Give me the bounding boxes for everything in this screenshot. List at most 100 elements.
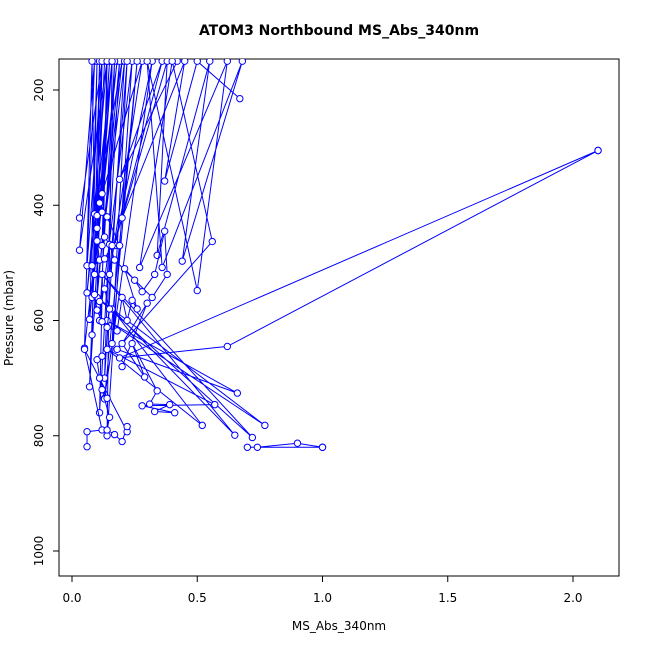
data-point [80, 345, 89, 354]
data-point [98, 352, 106, 360]
data-point [178, 257, 186, 265]
data-point [243, 443, 252, 451]
data-point [110, 430, 119, 439]
data-point [130, 276, 139, 284]
data-point [100, 233, 109, 241]
data-point [158, 263, 166, 272]
data-point [150, 407, 159, 416]
y-tick-label: 400 [32, 194, 46, 217]
y-axis: 200 400 600 800 1000 [32, 79, 59, 567]
data-point [98, 241, 106, 250]
data-point [128, 339, 136, 348]
data-point [138, 402, 146, 410]
series-4 [243, 439, 327, 451]
series-2 [93, 59, 269, 442]
series-line [119, 150, 599, 359]
data-point [83, 289, 91, 297]
data-point [248, 433, 257, 442]
data-point [93, 211, 101, 220]
data-point [88, 262, 96, 270]
data-point [83, 442, 91, 451]
x-axis: 0.0 0.5 1.0 1.5 2.0 [62, 576, 583, 605]
data-point [123, 316, 131, 325]
data-point [118, 293, 126, 302]
data-point [95, 374, 104, 382]
data-point [105, 270, 114, 279]
data-point [133, 59, 141, 65]
y-tick-label: 1000 [32, 536, 46, 567]
data-point [88, 59, 96, 65]
data-point [108, 241, 116, 250]
x-tick-label: 2.0 [563, 591, 582, 605]
data-point [138, 287, 146, 296]
data-point [93, 237, 101, 245]
data-point [293, 439, 302, 447]
data-point [103, 394, 111, 402]
data-point [181, 59, 189, 65]
data-point [98, 270, 106, 279]
data-point [83, 428, 91, 436]
data-point [105, 413, 114, 422]
data-point [103, 426, 111, 434]
data-point [233, 389, 242, 397]
x-tick-label: 1.0 [313, 591, 332, 605]
data-point [100, 285, 109, 293]
data-point [88, 331, 96, 339]
plot-frame [58, 58, 620, 577]
series-3 [115, 146, 602, 362]
data-point [108, 59, 116, 65]
x-tick-label: 1.5 [438, 591, 457, 605]
data-point [318, 443, 327, 451]
series-5 [80, 345, 131, 451]
data-point [95, 297, 104, 306]
data-point [211, 400, 219, 409]
data-point [171, 409, 179, 417]
data-point [93, 224, 101, 233]
data-point [85, 315, 94, 324]
data-point [113, 327, 121, 335]
y-tick-label: 800 [32, 424, 46, 447]
series-layer [75, 59, 602, 451]
data-point [133, 305, 141, 313]
data-point [115, 241, 124, 250]
data-point [148, 293, 156, 302]
data-point [123, 422, 131, 431]
series-line [96, 60, 266, 438]
data-point [236, 94, 244, 103]
data-point [98, 317, 106, 326]
data-point [98, 190, 106, 198]
data-point [93, 306, 101, 314]
data-point [118, 437, 126, 446]
x-axis-label: MS_Abs_340nm [292, 619, 386, 633]
data-point [223, 59, 232, 65]
y-tick-label: 600 [32, 309, 46, 332]
data-point [163, 270, 171, 279]
data-point [98, 385, 106, 394]
data-point [208, 237, 216, 246]
data-point [153, 387, 161, 395]
x-tick-label: 0.0 [62, 591, 81, 605]
data-point [150, 270, 159, 279]
data-point [105, 305, 114, 313]
data-point [231, 431, 239, 439]
data-point [115, 175, 124, 184]
series-6 [88, 199, 171, 335]
data-point [75, 246, 84, 254]
data-point [160, 227, 169, 235]
data-point [103, 213, 111, 221]
data-point [253, 443, 262, 451]
data-point [90, 270, 99, 279]
data-point [160, 177, 169, 185]
data-point [118, 214, 126, 222]
x-tick-label: 0.5 [188, 591, 207, 605]
data-point [135, 263, 144, 272]
data-point [103, 345, 111, 354]
data-point [193, 286, 201, 295]
data-point [118, 339, 126, 348]
data-point [238, 59, 247, 65]
data-point [115, 354, 124, 362]
data-point [98, 208, 106, 216]
data-point [128, 296, 136, 305]
data-point [123, 59, 131, 65]
